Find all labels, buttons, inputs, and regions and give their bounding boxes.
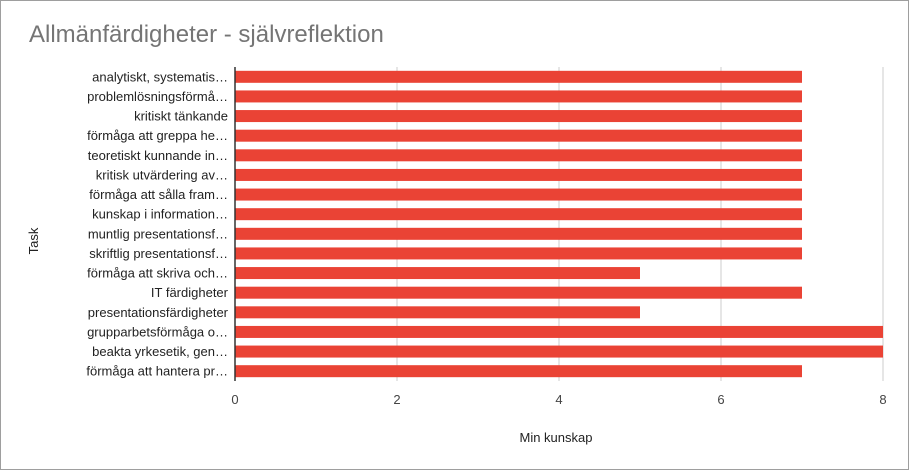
bar: [235, 188, 802, 201]
bar: [235, 110, 802, 123]
category-label: teoretiskt kunnande in…: [88, 148, 228, 163]
bar: [235, 90, 802, 103]
x-tick-label: 6: [717, 392, 724, 407]
x-tick-label: 4: [555, 392, 562, 407]
x-axis-title: Min kunskap: [520, 430, 593, 445]
category-label: förmåga att sålla fram…: [89, 187, 228, 202]
category-label: presentationsfärdigheter: [88, 305, 229, 320]
bar: [235, 70, 802, 83]
x-tick-label: 8: [879, 392, 886, 407]
bar: [235, 149, 802, 162]
bar: [235, 129, 802, 142]
bar: [235, 247, 802, 260]
category-labels: analytiskt, systematis… problemlösningsfö…: [86, 69, 228, 378]
bar: [235, 267, 640, 280]
category-label: kunskap i information…: [92, 207, 228, 222]
category-label: IT färdigheter: [151, 285, 229, 300]
category-label: förmåga att greppa he…: [87, 128, 228, 143]
y-axis-title: Task: [26, 227, 41, 254]
category-label: beakta yrkesetik, gen…: [92, 344, 228, 359]
x-tick-label: 0: [231, 392, 238, 407]
category-label: kritiskt tänkande: [134, 109, 228, 124]
category-label: förmåga att hantera pr…: [86, 364, 228, 379]
category-label: kritisk utvärdering av…: [96, 167, 228, 182]
bars: [235, 70, 883, 378]
bar: [235, 345, 883, 358]
category-label: grupparbetsförmåga o…: [87, 324, 228, 339]
category-label: analytiskt, systematis…: [92, 69, 228, 84]
category-label: förmåga att skriva och…: [87, 266, 228, 281]
x-tick-labels: 0 2 4 6 8: [231, 392, 886, 407]
bar: [235, 208, 802, 221]
x-tick-label: 2: [393, 392, 400, 407]
bar: [235, 227, 802, 240]
bar: [235, 365, 802, 378]
category-label: muntlig presentationsf…: [88, 226, 228, 241]
bar: [235, 325, 883, 338]
bar: [235, 286, 802, 299]
bar: [235, 168, 802, 181]
category-label: skriftlig presentationsf…: [89, 246, 228, 261]
chart-title: Allmänfärdigheter - självreflektion: [29, 21, 384, 48]
category-label: problemlösningsförmå…: [87, 89, 228, 104]
bar: [235, 306, 640, 319]
